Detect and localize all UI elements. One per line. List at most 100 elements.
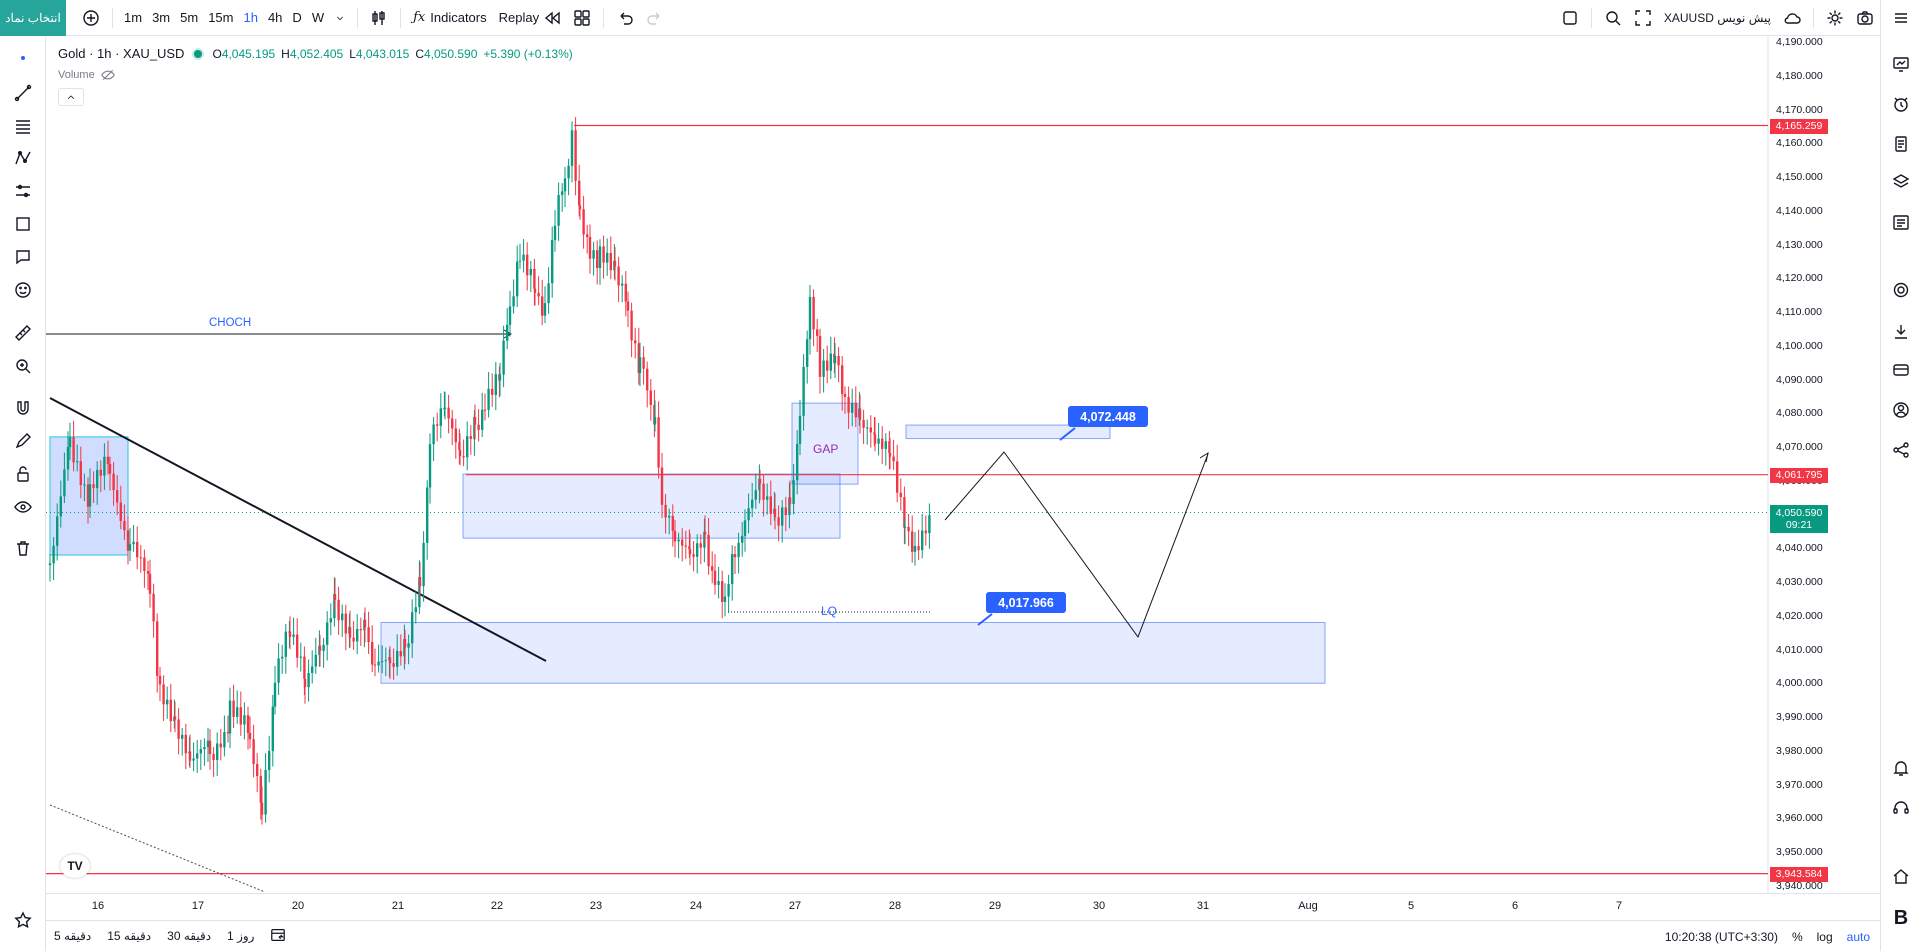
menu-button[interactable] [1889, 6, 1913, 30]
watchlist-button[interactable] [1889, 52, 1913, 76]
date-range-button[interactable] [262, 927, 294, 946]
fullscreen-button[interactable] [1628, 4, 1658, 32]
candle-body [602, 246, 605, 263]
fib-tool[interactable] [10, 113, 36, 139]
calendar-button[interactable] [1889, 210, 1913, 234]
trendline-icon [14, 84, 32, 102]
candle-body [703, 531, 706, 548]
interval-dropdown-button[interactable] [329, 4, 351, 32]
annotation-tool[interactable] [10, 244, 36, 270]
log-toggle[interactable]: log [1816, 929, 1833, 944]
support-button[interactable] [1889, 796, 1913, 820]
measure-tool[interactable] [10, 320, 36, 346]
range-1d[interactable]: 1 روز [227, 929, 255, 943]
cursor-tool[interactable] [10, 45, 36, 71]
shape-tool[interactable] [10, 211, 36, 237]
indicators-button[interactable]: ƒx Indicators [407, 4, 493, 32]
home-button[interactable] [1889, 864, 1913, 888]
symbol-title[interactable]: Gold · 1h · XAU_USD [58, 46, 185, 61]
candle-body [232, 700, 235, 717]
interval-d[interactable]: D [292, 10, 302, 25]
redo-button[interactable] [640, 4, 670, 32]
interval-3m[interactable]: 3m [152, 10, 171, 25]
candle-body [796, 443, 799, 481]
magnet-tool[interactable] [10, 395, 36, 421]
range-30m[interactable]: 30 دقیقه [167, 929, 212, 943]
undo-button[interactable] [610, 4, 640, 32]
trading-panel-button[interactable] [1889, 358, 1913, 382]
settings-side-button[interactable] [1889, 278, 1913, 302]
replay-button[interactable]: Replay [493, 4, 567, 32]
candle-body [816, 329, 819, 336]
quick-search-button[interactable] [1598, 4, 1628, 32]
interval-w[interactable]: W [311, 10, 325, 25]
interval-4h[interactable]: 4h [267, 10, 283, 25]
auto-toggle[interactable]: auto [1846, 929, 1870, 944]
sliders-icon [16, 184, 30, 198]
remove-tool[interactable] [10, 535, 36, 561]
brand-b-icon[interactable]: B [1893, 906, 1909, 929]
stay-drawing-tool[interactable] [10, 428, 36, 454]
candle-body [582, 209, 585, 235]
candle-body [219, 743, 222, 748]
price-level-tag[interactable]: 4,165.259 [1770, 118, 1828, 134]
gap-label[interactable]: GAP [813, 442, 839, 456]
interval-5m[interactable]: 5m [180, 10, 199, 25]
symbol-search-button[interactable]: انتخاب نماد [0, 0, 66, 36]
cloud-save-button[interactable] [1777, 4, 1807, 32]
hide-tool[interactable] [10, 494, 36, 520]
profile-button[interactable] [1889, 398, 1913, 422]
fullscreen-window-button[interactable] [1555, 4, 1585, 32]
add-symbol-button[interactable] [76, 4, 106, 32]
object-tree-button[interactable] [1889, 170, 1913, 194]
candle-body [668, 515, 671, 518]
interval-1m[interactable]: 1m [124, 10, 143, 25]
time-axis[interactable]: 16 17 20 21 22 23 24 27 28 29 30 31 Aug 5 6 7 [46, 893, 1880, 917]
screenshot-button[interactable] [1850, 4, 1880, 32]
clock[interactable]: 10:20:38 (UTC+3:30) [1664, 929, 1778, 944]
prediction-tool[interactable] [10, 178, 36, 204]
chart-type-button[interactable] [364, 4, 394, 32]
candle-body [108, 463, 112, 474]
alerts-button[interactable] [1889, 92, 1913, 116]
current-price-tag[interactable]: 4,050.590 09:21 [1770, 504, 1828, 533]
candle-body [592, 250, 595, 259]
download-button[interactable] [1889, 320, 1913, 344]
layout-button[interactable] [567, 4, 597, 32]
lq-label[interactable]: LQ [821, 604, 838, 618]
layout-name[interactable]: XAUUSD پیش نویس [1658, 4, 1777, 32]
interval-15m[interactable]: 15m [208, 10, 234, 25]
tradingview-logo[interactable]: TV [60, 854, 90, 878]
zoom-tool[interactable] [10, 353, 36, 379]
zone-middle [462, 473, 841, 539]
candle-body [769, 496, 772, 514]
candle-body [717, 581, 720, 585]
settings-button[interactable] [1820, 4, 1850, 32]
price-level-tag[interactable]: 3,943.584 [1770, 866, 1828, 882]
trendline-tool[interactable] [10, 80, 36, 106]
eye-crossed-icon[interactable] [100, 68, 115, 82]
range-15m[interactable]: 15 دقیقه [107, 929, 152, 943]
price-level-tag[interactable]: 4,061.795 [1770, 467, 1828, 483]
favorites-tool[interactable] [10, 907, 36, 933]
notifications-button[interactable] [1889, 756, 1913, 780]
legend-collapse-button[interactable] [58, 88, 84, 106]
lock-tool[interactable] [10, 461, 36, 487]
choch-label[interactable]: CHOCH [209, 317, 252, 329]
candle-body [578, 205, 582, 210]
target-high-callout[interactable]: 4,072.448 [1068, 406, 1148, 427]
candle-body [348, 627, 352, 638]
interval-1h[interactable]: 1h [243, 10, 258, 25]
pattern-tool[interactable] [10, 145, 36, 171]
candle-body [473, 417, 477, 425]
percent-toggle[interactable]: % [1791, 929, 1803, 944]
candle-body [808, 296, 812, 340]
time-tick-label: 29 [988, 900, 1002, 912]
range-5m[interactable]: 5 دقیقه [54, 929, 92, 943]
icon-tool[interactable] [10, 277, 36, 303]
target-low-callout[interactable]: 4,017.966 [986, 592, 1066, 613]
share-button[interactable] [1889, 438, 1913, 462]
time-tick-label: 20 [291, 900, 305, 912]
notes-button[interactable] [1889, 132, 1913, 156]
